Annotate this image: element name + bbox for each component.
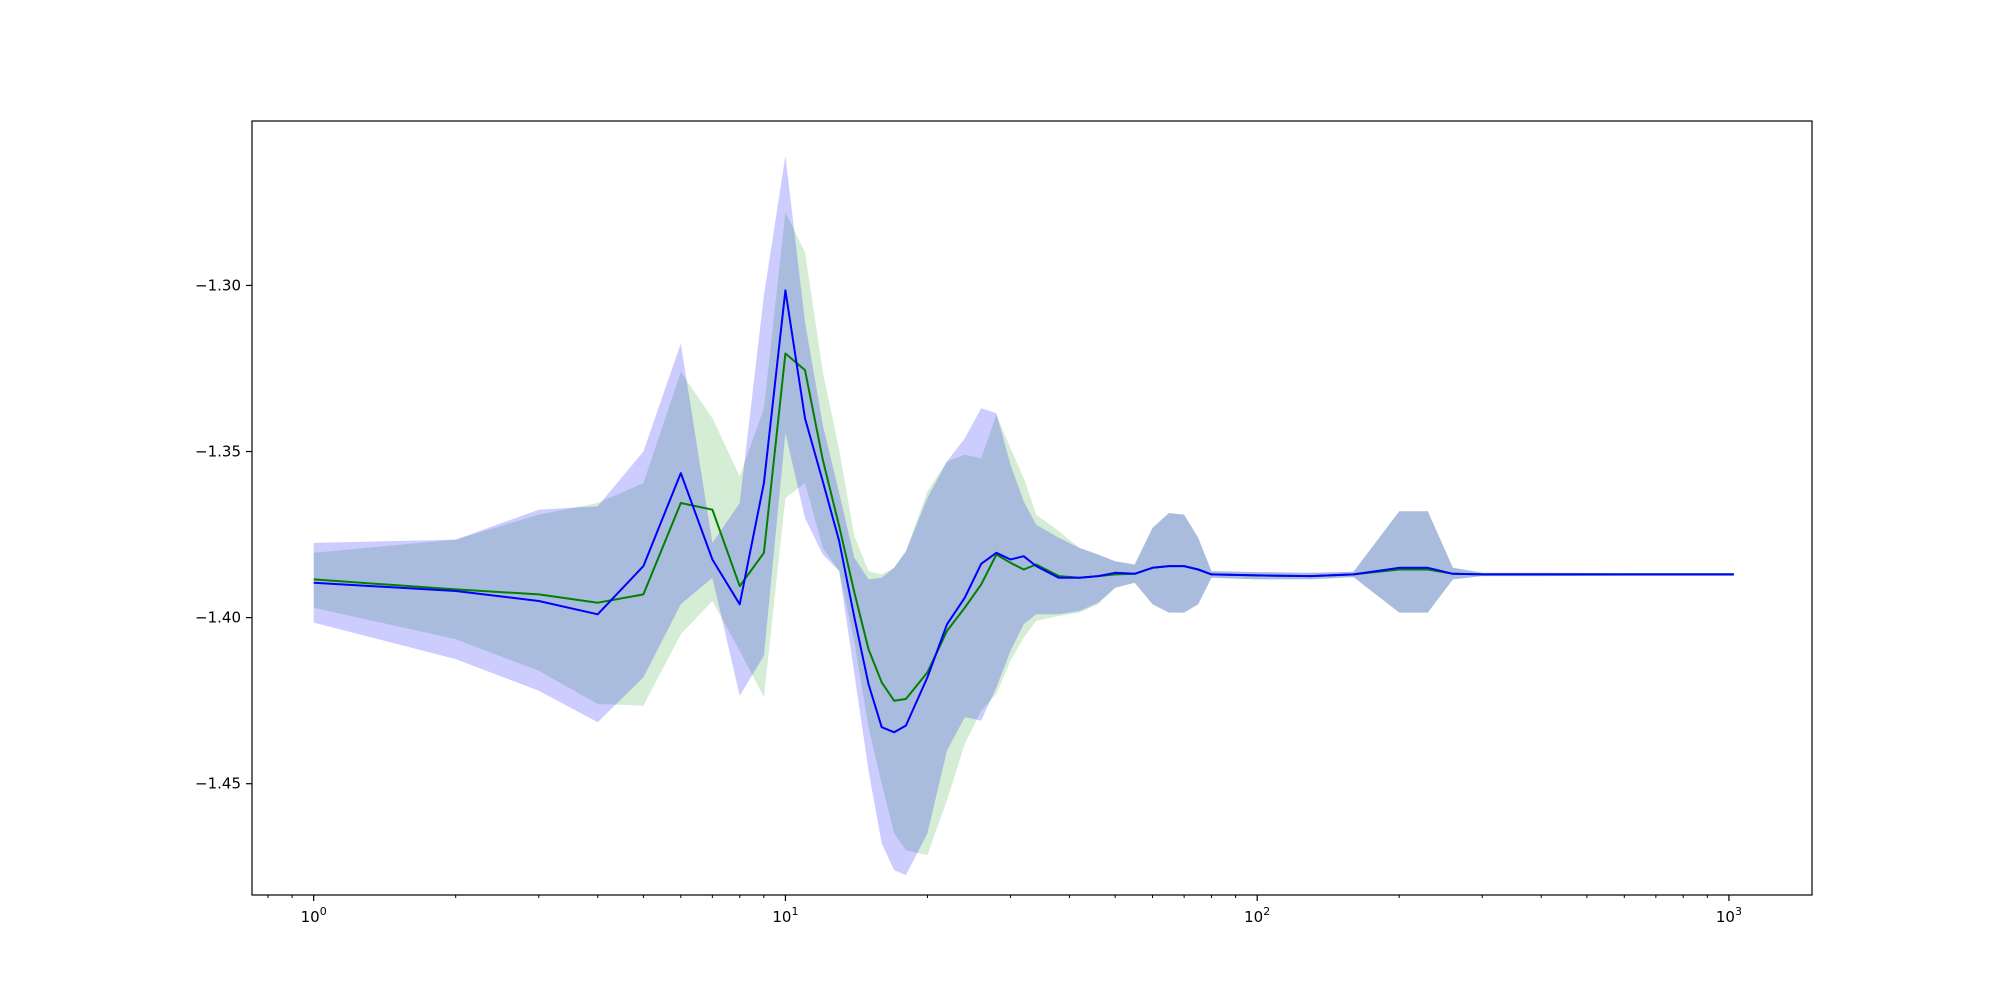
series-lines [313, 289, 1734, 734]
plot-area-frame [251, 120, 1813, 896]
y-tick-label: −1.35 [195, 443, 241, 461]
x-tick-label: 102 [1244, 905, 1270, 926]
y-tick-label: −1.45 [195, 775, 241, 793]
series-2-line [313, 289, 1734, 734]
x-tick-label: 103 [1716, 905, 1742, 926]
x-tick-label: 101 [772, 905, 798, 926]
y-tick-label: −1.30 [195, 276, 241, 294]
y-tick-label: −1.40 [195, 609, 241, 627]
x-tick-label: 100 [301, 905, 327, 926]
confidence-bands [313, 155, 1734, 876]
series-2-band [313, 155, 1734, 876]
series-1-band [313, 212, 1734, 856]
x-axis: 100 101 102 103 [267, 895, 1742, 926]
y-axis: −1.30 −1.35 −1.40 −1.45 [195, 276, 252, 793]
